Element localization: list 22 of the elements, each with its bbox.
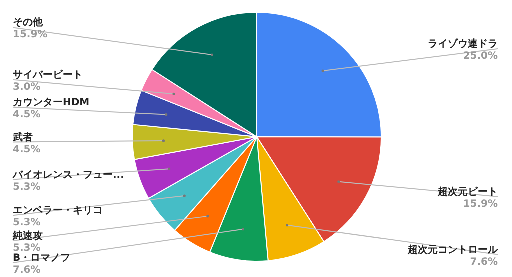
data-label: 15.9% [463,198,498,210]
data-label: 5.3% [13,218,41,229]
data-label: 25.0% [463,51,498,62]
slice-label: 純速攻 [12,230,43,242]
slice-label: 超次元コントロール [407,244,499,256]
slice-label: サイバービート [13,68,83,81]
slice-label: 武者 [12,131,33,144]
slice-label: その他 [13,16,44,29]
data-label: 7.6% [13,265,41,276]
slice-label: B・ロマノフ [13,253,71,264]
data-label: 4.5% [13,109,41,120]
data-label: 5.3% [13,243,41,254]
data-label: 4.5% [13,144,41,156]
data-label: 3.0% [13,82,41,93]
slice-label: バイオレンス・フュー... [12,170,124,181]
slice-label: ライゾウ連ドラ [428,38,498,50]
slice-label: エンペラー・キリコ [13,206,103,217]
slice-label: 超次元ビート [437,186,498,198]
data-label: 7.6% [470,256,498,268]
data-label: 15.9% [13,30,48,41]
slice-label: カウンターHDM [13,97,90,108]
data-label: 5.3% [13,182,41,193]
